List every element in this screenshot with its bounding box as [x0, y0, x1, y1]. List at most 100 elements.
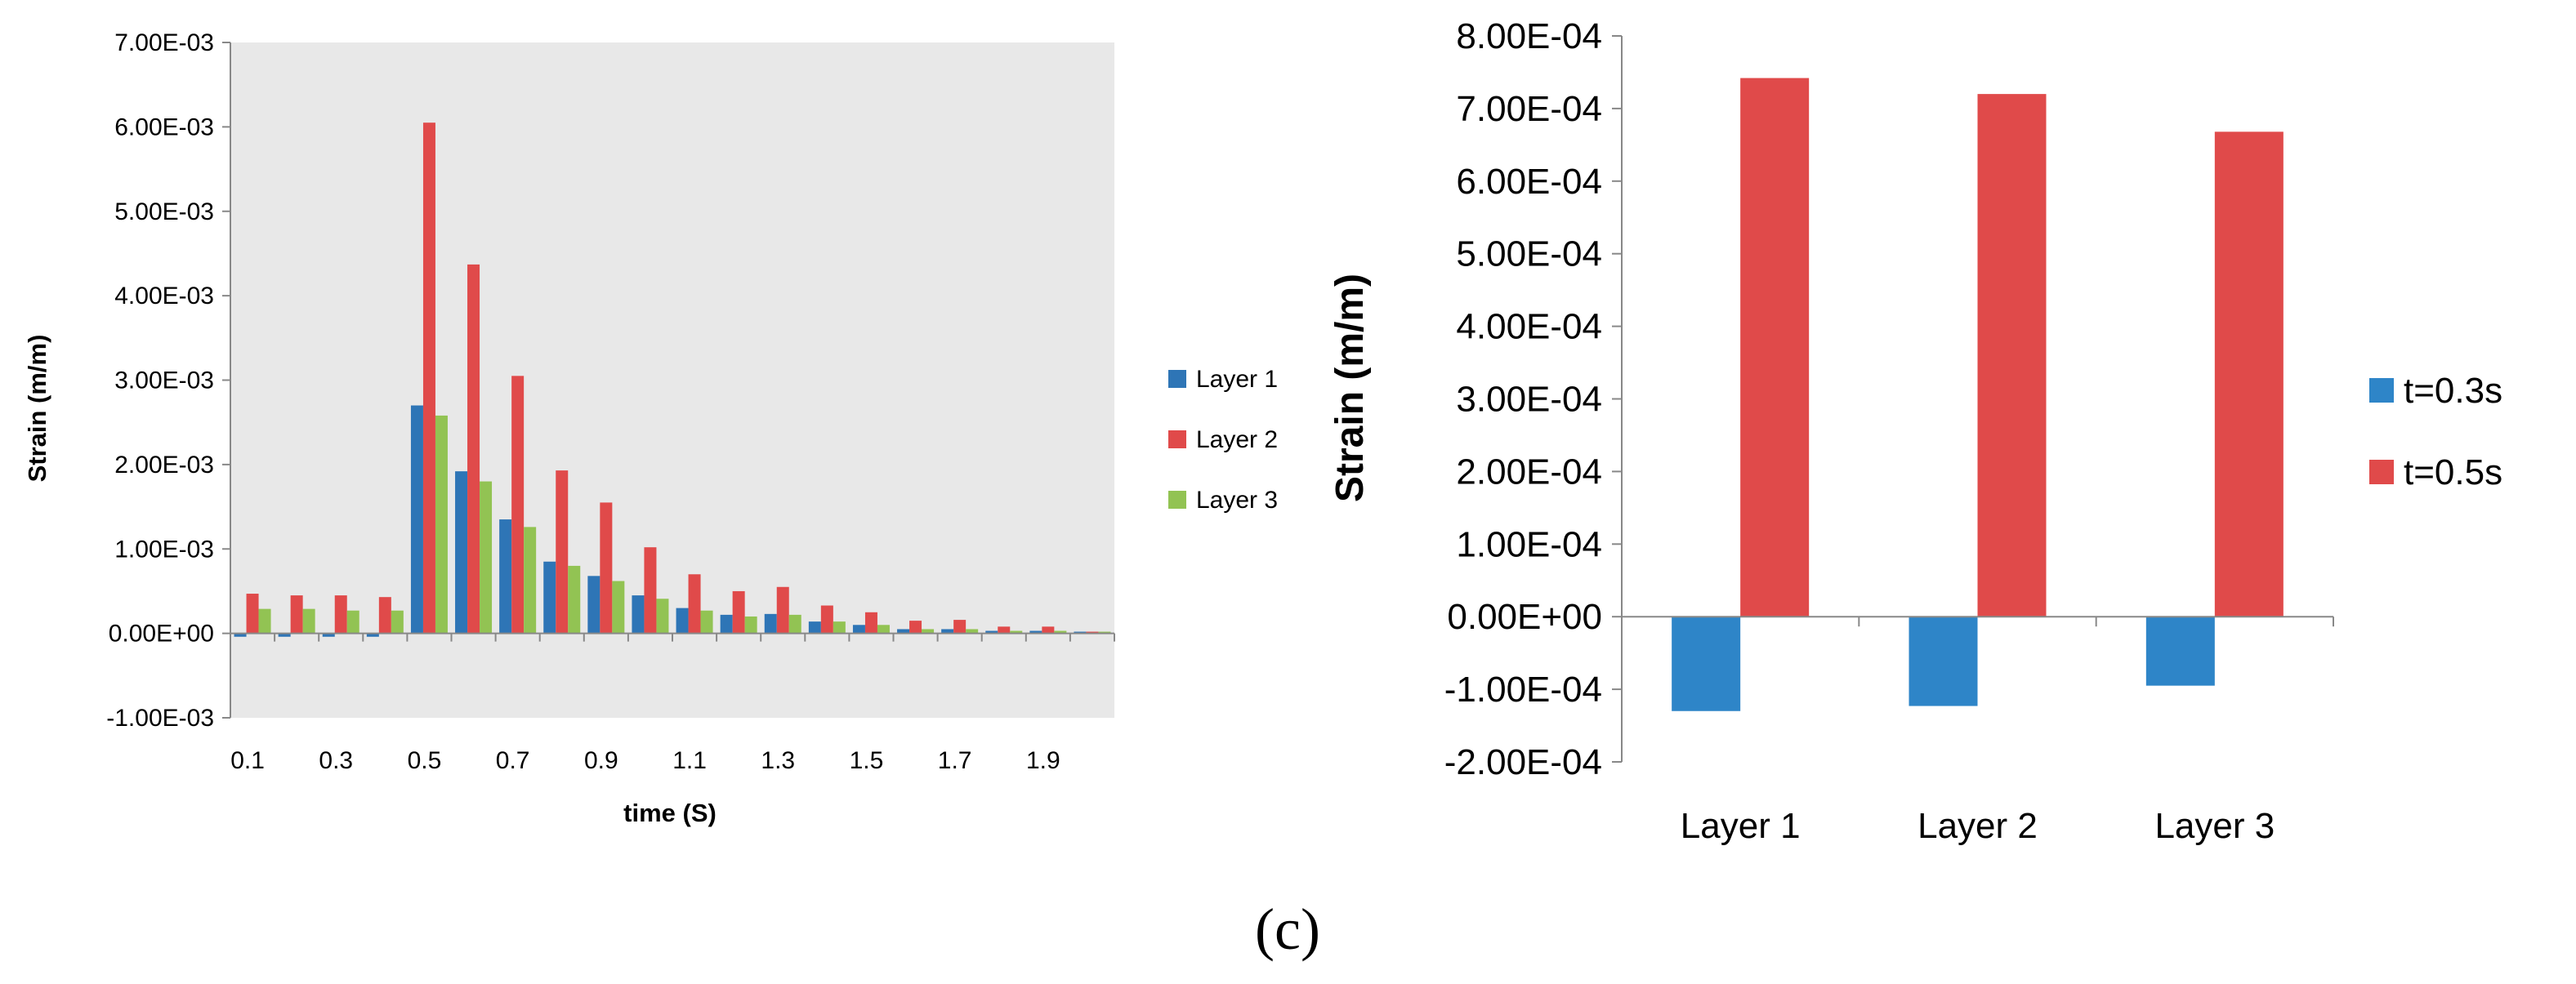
bar-layer-1-0-1 [234, 633, 247, 637]
x-tick-label: Layer 3 [2154, 806, 2275, 846]
bar-t-0-3s-layer-2 [1909, 617, 1978, 706]
bars [1672, 78, 2284, 711]
x-tick-labels: 0.1 0.3 0.5 0.7 0.9 1.1 1.3 1.5 1.7 1.9 [230, 633, 1115, 774]
y-axis-label: Strain (m/m) [23, 335, 51, 483]
bar-layer-1-0-6 [455, 471, 468, 634]
bar-layer-1-1-5 [852, 625, 865, 634]
bar-layer-3-0-5 [435, 415, 448, 634]
bar-layer-2-1-1 [688, 574, 701, 634]
bar-layer-3-1-5 [877, 625, 890, 634]
y-tick-label: 5.00E-04 [1456, 234, 1602, 274]
bar-layer-3-1-2 [744, 616, 757, 634]
bar-layer-2-0-4 [378, 597, 391, 634]
bar-layer-2-1-6 [909, 621, 922, 634]
bar-layer-2-1-8 [998, 626, 1011, 634]
bar-layer-1-1-3 [764, 613, 777, 634]
bar-layer-2-0-9 [600, 502, 613, 634]
x-tick-label: 1.7 [938, 747, 972, 774]
bar-layer-1-0-9 [587, 576, 600, 634]
legend-swatch-layer-2 [1168, 430, 1186, 448]
legend-swatch-layer-3 [1168, 491, 1186, 509]
bar-layer-3-2-0 [1098, 631, 1111, 634]
y-tick-label: 1.00E-03 [114, 536, 214, 563]
legend-label-layer-1: Layer 1 [1196, 366, 1278, 393]
bar-layer-1-0-4 [366, 633, 379, 637]
bar-layer-3-1-7 [966, 629, 979, 634]
bar-layer-1-1-8 [985, 630, 998, 634]
y-tick-label: 2.00E-03 [114, 452, 214, 479]
y-tick-labels: -2.00E-04 -1.00E-04 0.00E+00 1.00E-04 2.00E-… [1444, 16, 1622, 782]
y-tick-label: 4.00E-04 [1456, 307, 1602, 347]
y-tick-label: 0.00E+00 [109, 621, 214, 648]
bar-layer-2-0-7 [511, 376, 525, 634]
bar-layer-3-1-6 [922, 629, 935, 634]
x-tick-label: 0.1 [230, 747, 265, 774]
bar-layer-1-1-2 [720, 614, 733, 634]
legend-label-t-0-5s: t=0.5s [2404, 452, 2502, 492]
y-tick-label: 6.00E-04 [1456, 162, 1602, 202]
bar-layer-3-1-3 [788, 614, 801, 634]
legend-label-t-0-3s: t=0.3s [2404, 371, 2502, 411]
bar-t-0-3s-layer-1 [1672, 617, 1741, 711]
bar-layer-1-1-6 [897, 629, 910, 634]
bar-layer-1-1-7 [941, 629, 954, 634]
plot-area [230, 42, 1114, 718]
y-tick-label: -1.00E-03 [106, 705, 214, 732]
y-tick-labels: -1.00E-03 0.00E+00 1.00E-03 2.00E-03 3.00E-0… [106, 29, 230, 732]
x-tick-label: 1.3 [761, 747, 795, 774]
bar-layer-3-0-2 [302, 608, 315, 634]
bar-t-0-5s-layer-1 [1740, 78, 1810, 617]
bar-layer-2-1-5 [864, 612, 877, 634]
bar-layer-3-1-0 [656, 599, 669, 634]
bar-t-0-3s-layer-3 [2145, 617, 2215, 686]
bar-layer-1-1-0 [632, 595, 645, 634]
bar-layer-1-1-1 [676, 608, 689, 634]
x-tick-labels: Layer 1 Layer 2 Layer 3 [1621, 617, 2334, 846]
bar-layer-3-0-9 [612, 581, 625, 634]
y-tick-label: 3.00E-04 [1456, 380, 1602, 420]
x-tick-label: 1.5 [850, 747, 884, 774]
bar-layer-2-0-6 [467, 264, 480, 634]
bar-layer-1-0-7 [499, 519, 512, 634]
bar-layer-1-0-8 [543, 561, 556, 634]
bar-layer-2-1-4 [820, 605, 833, 634]
bar-layer-2-1-2 [732, 590, 745, 634]
x-tick-label: Layer 1 [1681, 806, 1801, 846]
bar-t-0-5s-layer-3 [2214, 131, 2284, 617]
y-tick-label: 5.00E-03 [114, 198, 214, 225]
bar-layer-1-0-5 [410, 405, 423, 634]
bar-layer-2-1-3 [776, 586, 789, 634]
figure-caption: (c) [1255, 897, 1320, 962]
bar-layer-2-0-8 [556, 470, 569, 634]
bar-layer-3-0-3 [346, 610, 359, 634]
bar-layer-3-1-9 [1054, 630, 1067, 634]
y-tick-label: 7.00E-03 [114, 29, 214, 56]
x-tick-label: 1.1 [672, 747, 707, 774]
y-tick-label: 2.00E-04 [1456, 452, 1602, 492]
x-tick-label: 0.5 [408, 747, 442, 774]
legend-label-layer-3: Layer 3 [1196, 487, 1278, 514]
bar-layer-3-1-8 [1010, 630, 1023, 634]
y-tick-label: -2.00E-04 [1444, 742, 1602, 782]
bar-layer-1-1-9 [1029, 630, 1042, 634]
chart-layer-strain: -2.00E-04 -1.00E-04 0.00E+00 1.00E-04 2.00E-… [1328, 16, 2502, 846]
x-tick-label: Layer 2 [1917, 806, 2038, 846]
bar-layer-2-0-1 [246, 594, 259, 634]
y-tick-label: 4.00E-03 [114, 283, 214, 309]
bar-layer-2-0-5 [422, 122, 435, 634]
bar-layer-2-0-3 [334, 595, 347, 634]
bar-layer-3-0-1 [258, 608, 271, 634]
bar-layer-2-2-0 [1086, 631, 1099, 634]
bar-layer-3-1-1 [700, 610, 713, 634]
y-tick-label: 3.00E-03 [114, 367, 214, 394]
y-tick-label: 8.00E-04 [1456, 16, 1602, 56]
legend-swatch-t-0-3s [2369, 378, 2394, 403]
y-tick-label: -1.00E-04 [1444, 670, 1602, 710]
bar-layer-2-0-2 [290, 595, 303, 634]
x-axis-label: time (S) [623, 799, 717, 827]
legend-swatch-layer-1 [1168, 370, 1186, 388]
bar-layer-3-0-4 [391, 610, 404, 634]
x-tick-label: 0.9 [584, 747, 618, 774]
bar-layer-3-0-6 [480, 481, 493, 634]
legend-swatch-t-0-5s [2369, 460, 2394, 484]
